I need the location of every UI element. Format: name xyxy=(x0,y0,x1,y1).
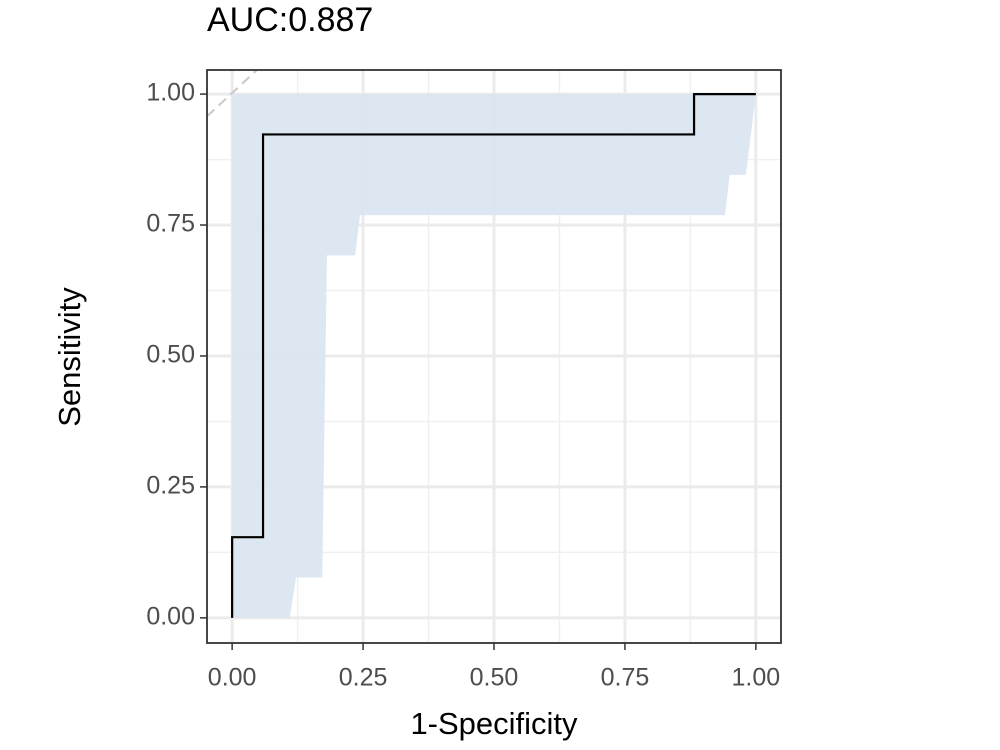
x-tick-label: 0.75 xyxy=(601,664,650,692)
plot-area xyxy=(207,70,756,618)
y-axis-title: Sensitivity xyxy=(52,287,87,427)
axes: 0.00 0.25 0.50 0.75 1.00 0.00 0.25 0.50 0.75 1.00 xyxy=(146,69,782,692)
y-tick-label: 0.75 xyxy=(146,210,195,238)
x-axis-title: 1-Specificity xyxy=(410,706,578,741)
x-tick-label: 1.00 xyxy=(732,664,781,692)
x-tick-label: 0.00 xyxy=(208,664,257,692)
chart-title: AUC:0.887 xyxy=(207,1,373,39)
panel-border xyxy=(206,69,782,644)
roc-curve xyxy=(231,92,756,618)
y-tick-label: 1.00 xyxy=(146,79,195,107)
y-tick-label: 0.25 xyxy=(146,472,195,500)
x-tick-label: 0.25 xyxy=(339,664,388,692)
y-tick-label: 0.50 xyxy=(146,341,195,369)
confidence-band xyxy=(232,94,756,618)
x-tick-label: 0.50 xyxy=(470,664,519,692)
y-tick-label: 0.00 xyxy=(146,602,195,630)
